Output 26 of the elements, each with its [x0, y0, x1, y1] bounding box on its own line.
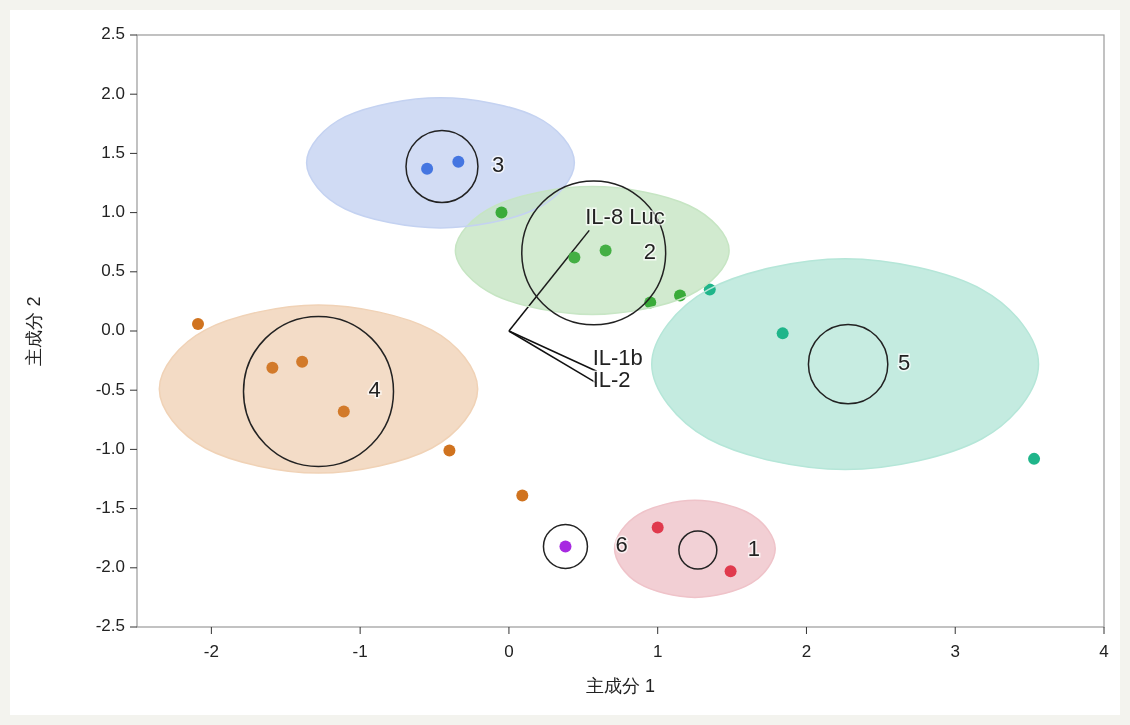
x-axis-title: 主成分 1	[585, 676, 656, 696]
x-tick-label: 3	[950, 642, 960, 661]
y-tick-label: -2.5	[95, 616, 125, 636]
annotation: 4	[368, 377, 381, 403]
x-tick-label: -1	[352, 642, 368, 661]
x-tick-label: 1	[652, 642, 663, 661]
annotation: 6	[615, 532, 628, 558]
annotation: 2	[643, 238, 656, 264]
x-tick-label: 4	[1099, 642, 1109, 661]
y-tick-label: -1.5	[95, 498, 125, 518]
x-tick-label: 0	[504, 642, 514, 661]
y-tick-label: 0.0	[101, 320, 125, 340]
y-tick-label: 2.0	[101, 83, 125, 103]
annotation: 1	[747, 535, 761, 561]
annotation: 3	[491, 152, 505, 178]
y-tick-label: -0.5	[95, 379, 125, 399]
y-tick-label: 0.5	[101, 261, 125, 281]
y-tick-label: 2.5	[101, 24, 125, 44]
y-tick-label: 1.0	[101, 202, 125, 222]
annotation: 5	[898, 349, 911, 375]
y-tick-label: -1.0	[95, 438, 125, 458]
y-tick-label: 1.5	[101, 142, 125, 162]
y-tick-label: -2.0	[95, 557, 125, 577]
x-tick-label: 2	[801, 642, 812, 661]
y-axis-title: 主成分 2	[24, 296, 44, 366]
x-tick-label: -2	[203, 642, 219, 661]
